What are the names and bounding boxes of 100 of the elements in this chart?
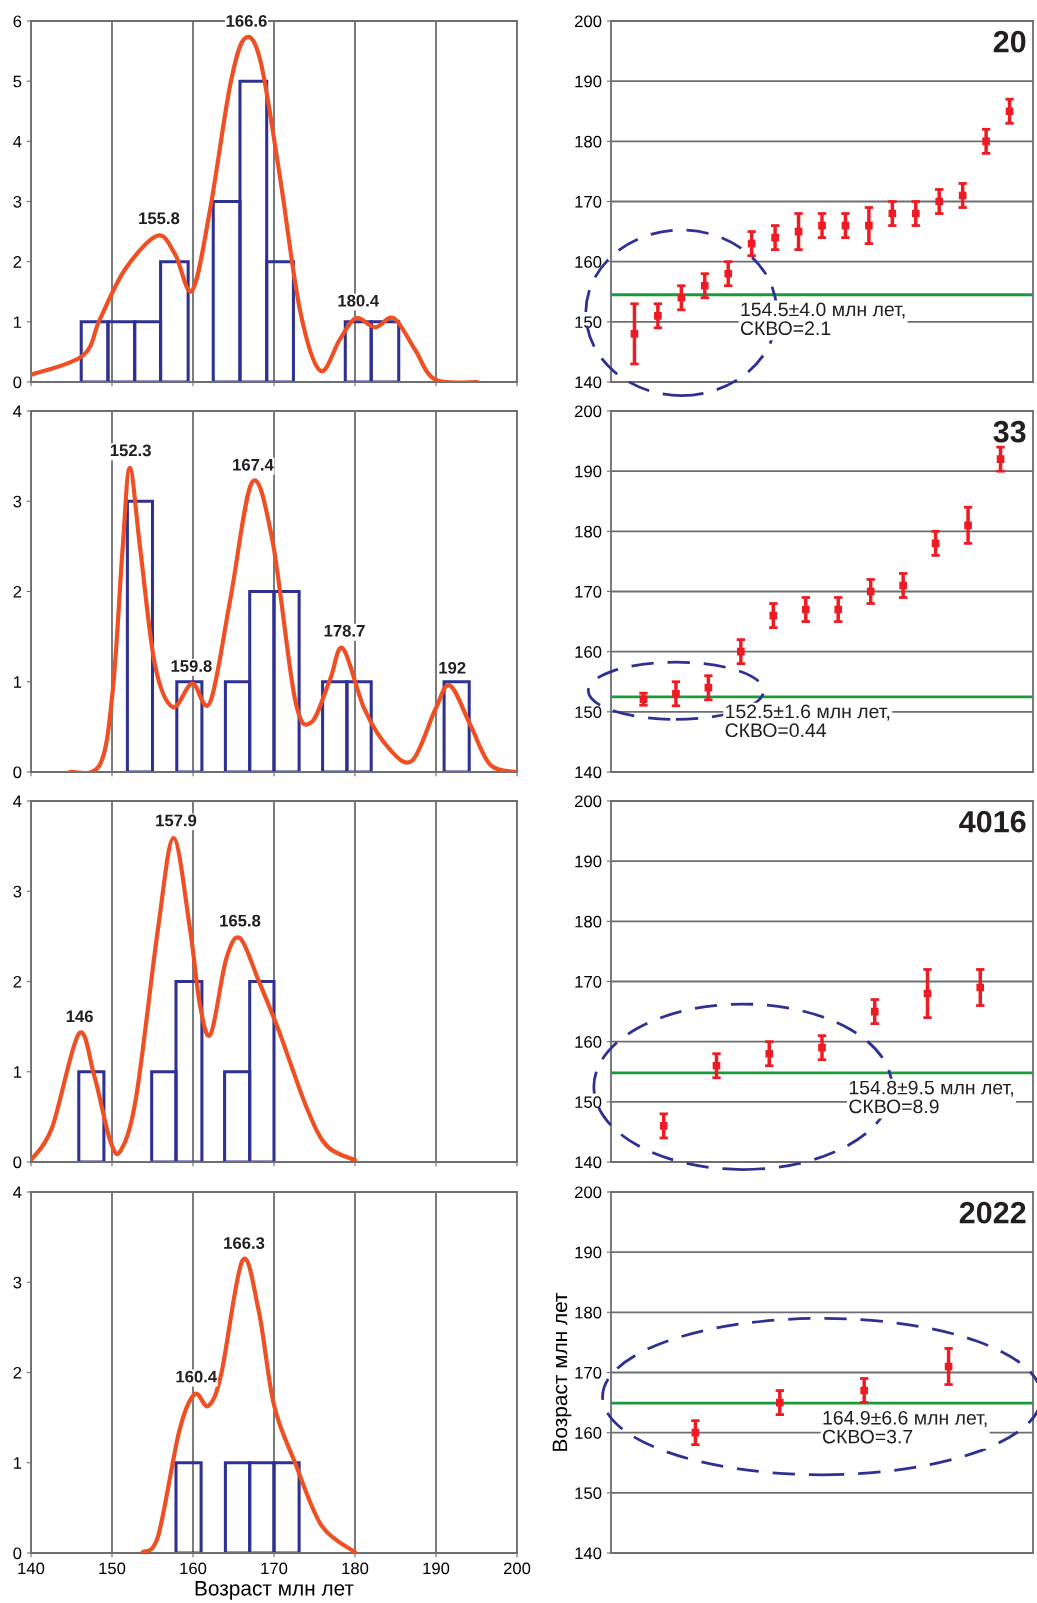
- point: [834, 605, 843, 614]
- annotation: 166.6: [226, 15, 267, 27]
- y-tick-label: 4: [13, 405, 22, 418]
- x-tick-label: 170: [261, 1562, 288, 1575]
- y-tick-label: 180: [575, 1306, 602, 1319]
- x-tick-label: 150: [99, 1562, 126, 1575]
- point: [818, 221, 826, 230]
- annotation: 165.8: [220, 914, 261, 927]
- point: [630, 330, 639, 338]
- y-axis-title: Возраст млн лет: [552, 1292, 572, 1451]
- point: [659, 1122, 668, 1130]
- y-tick-label: 3: [13, 195, 22, 208]
- y-tick-label: 1: [13, 316, 22, 328]
- y-tick-label: 160: [575, 646, 602, 658]
- y-tick-label: 2: [13, 585, 22, 598]
- annotation: 152.3: [110, 444, 151, 457]
- y-tick-label: 4: [13, 795, 22, 808]
- annotation: 178.7: [324, 624, 365, 637]
- point: [704, 683, 713, 692]
- y-tick-label: 160: [575, 1427, 602, 1439]
- point: [677, 293, 686, 302]
- point: [1005, 107, 1014, 116]
- annotation: 155.8: [139, 212, 180, 225]
- y-tick-label: 0: [13, 376, 22, 389]
- y-tick-label: 1: [13, 1066, 22, 1078]
- y-tick-label: 140: [575, 1156, 602, 1169]
- point: [769, 611, 778, 620]
- point: [870, 1007, 879, 1016]
- line-series: [31, 835, 358, 1162]
- y-tick-label: 200: [575, 405, 602, 418]
- point: [866, 587, 875, 596]
- y-tick-label: 180: [575, 135, 602, 148]
- annotation: 159.8: [171, 660, 212, 672]
- y-tick-label: 1: [13, 1457, 22, 1469]
- annotation: 164.9±6.6 млн лет, СКВО=3.7: [822, 1410, 987, 1444]
- y-tick-label: 170: [575, 1366, 602, 1379]
- point: [976, 983, 985, 992]
- annotation: 152.5±1.6 млн лет, СКВО=0.44: [725, 704, 890, 738]
- point: [801, 605, 810, 614]
- y-tick-label: 140: [575, 766, 602, 779]
- chart-title: 4016: [959, 810, 1026, 833]
- y-tick-label: 180: [575, 915, 602, 928]
- y-tick-label: 3: [13, 1276, 22, 1289]
- y-tick-label: 190: [575, 1246, 602, 1259]
- y-tick-label: 2: [13, 1366, 22, 1379]
- annotation: 192: [439, 661, 466, 674]
- y-tick-label: 150: [575, 706, 602, 719]
- y-tick-label: 140: [575, 1547, 602, 1560]
- y-tick-label: 190: [575, 465, 602, 478]
- annotation: 154.8±9.5 млн лет, СКВО=8.9: [849, 1080, 1013, 1114]
- point: [672, 689, 680, 698]
- point: [737, 647, 745, 656]
- y-tick-label: 150: [575, 1096, 602, 1109]
- y-tick-label: 5: [13, 75, 22, 88]
- y-tick-label: 2: [13, 975, 22, 988]
- point: [700, 281, 709, 290]
- point: [654, 311, 662, 320]
- point: [771, 233, 779, 242]
- y-tick-label: 170: [575, 975, 602, 988]
- point: [860, 1386, 869, 1395]
- y-tick-label: 4: [13, 1186, 22, 1199]
- point: [899, 581, 907, 590]
- y-tick-label: 160: [575, 256, 602, 268]
- y-tick-label: 170: [575, 585, 602, 598]
- y-tick-label: 170: [575, 195, 602, 208]
- x-tick-label: 200: [503, 1562, 531, 1575]
- x-tick-label: 190: [423, 1562, 450, 1575]
- y-tick-label: 0: [13, 1547, 22, 1560]
- y-tick-label: 200: [575, 795, 602, 808]
- y-tick-label: 0: [13, 1156, 22, 1169]
- y-tick-label: 0: [13, 766, 22, 779]
- line-series: [31, 35, 480, 382]
- y-tick-label: 190: [575, 855, 602, 868]
- annotation: 160.4: [176, 1370, 218, 1383]
- y-tick-label: 150: [575, 316, 602, 329]
- point: [818, 1043, 826, 1052]
- point: [982, 137, 990, 146]
- point: [775, 1398, 784, 1407]
- point: [765, 1049, 774, 1058]
- y-tick-label: 1: [13, 676, 22, 688]
- chart-title: 2022: [959, 1201, 1026, 1224]
- annotation: 154.5±4.0 млн лет, СКВО=2.1: [740, 302, 905, 336]
- y-tick-label: 160: [575, 1036, 602, 1048]
- point: [724, 269, 733, 278]
- y-tick-label: 3: [13, 885, 22, 898]
- y-tick-label: 6: [13, 15, 22, 28]
- annotation: 180.4: [338, 294, 380, 307]
- annotation: 166.3: [224, 1237, 265, 1249]
- annotation: 157.9: [156, 814, 197, 827]
- y-tick-label: 4: [13, 135, 22, 148]
- x-tick-label: 180: [342, 1562, 369, 1575]
- point: [964, 521, 972, 530]
- y-tick-label: 200: [575, 15, 602, 28]
- point: [996, 455, 1005, 463]
- point: [911, 209, 920, 218]
- annotation: 146: [66, 1010, 93, 1023]
- y-tick-label: 190: [575, 75, 602, 88]
- point: [865, 221, 873, 230]
- point: [935, 197, 944, 206]
- annotation: 167.4: [233, 458, 274, 471]
